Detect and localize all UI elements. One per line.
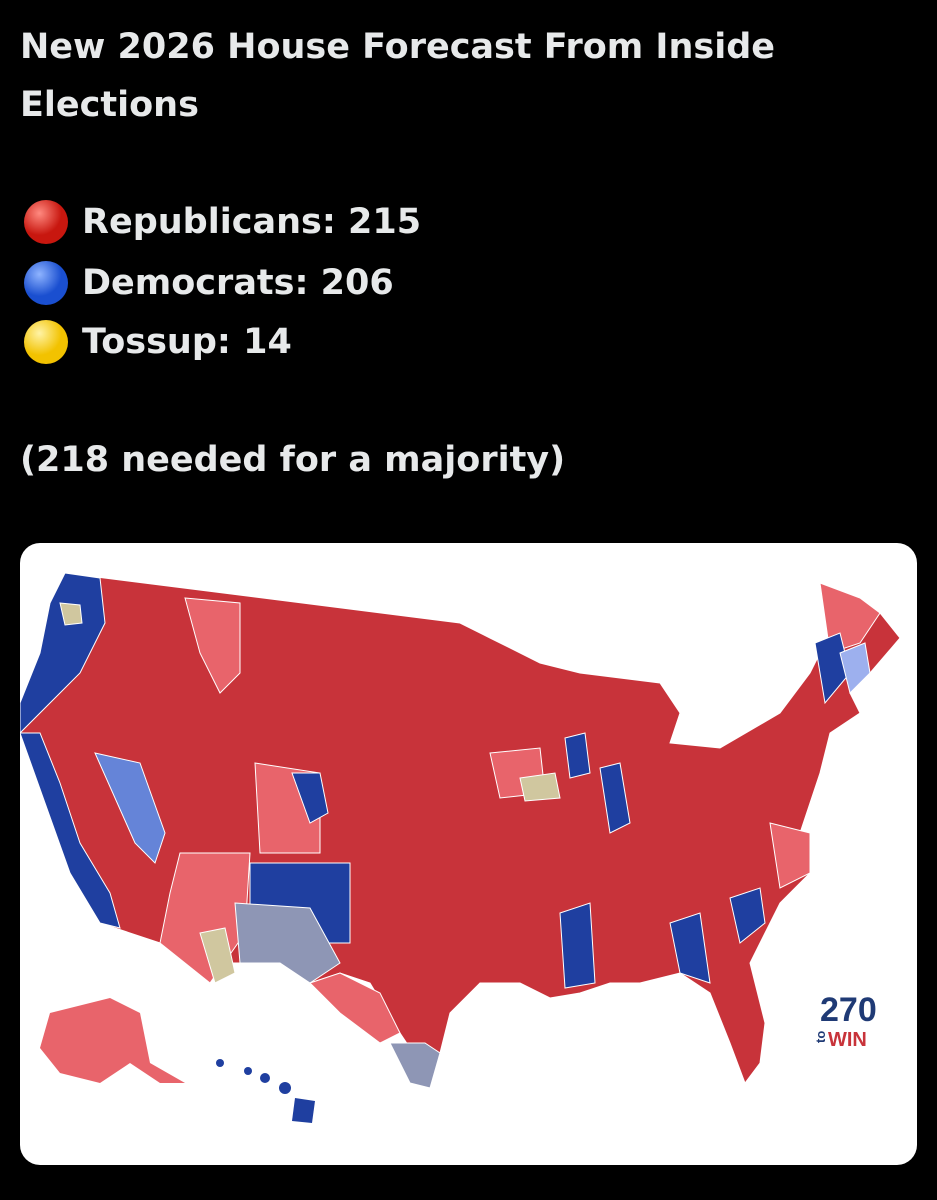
yellow-dot	[24, 320, 68, 364]
logo-number: 270	[820, 991, 877, 1029]
alaska	[40, 998, 185, 1083]
legend-text: Republicans: 215	[82, 202, 422, 242]
legend-text: Tossup: 14	[82, 322, 292, 362]
logo-to: to	[813, 1031, 828, 1043]
hawaii	[216, 1059, 315, 1123]
districts	[20, 572, 881, 1089]
red-dot	[24, 200, 68, 244]
legend-item: Tossup: 14	[22, 317, 292, 367]
blue-dot	[24, 261, 68, 305]
note: (218 needed for a majority)	[20, 440, 566, 480]
map-image: 270 to WIN	[20, 543, 917, 1165]
logo-word: WIN	[828, 1029, 867, 1051]
legend-text: Democrats: 206	[82, 263, 394, 303]
legend-item: Democrats: 206	[22, 258, 394, 308]
post-title: New 2026 House Forecast From Inside Elec…	[20, 27, 775, 125]
legend-item: Republicans: 215	[22, 197, 421, 247]
map: 270 to WIN	[20, 572, 901, 1123]
